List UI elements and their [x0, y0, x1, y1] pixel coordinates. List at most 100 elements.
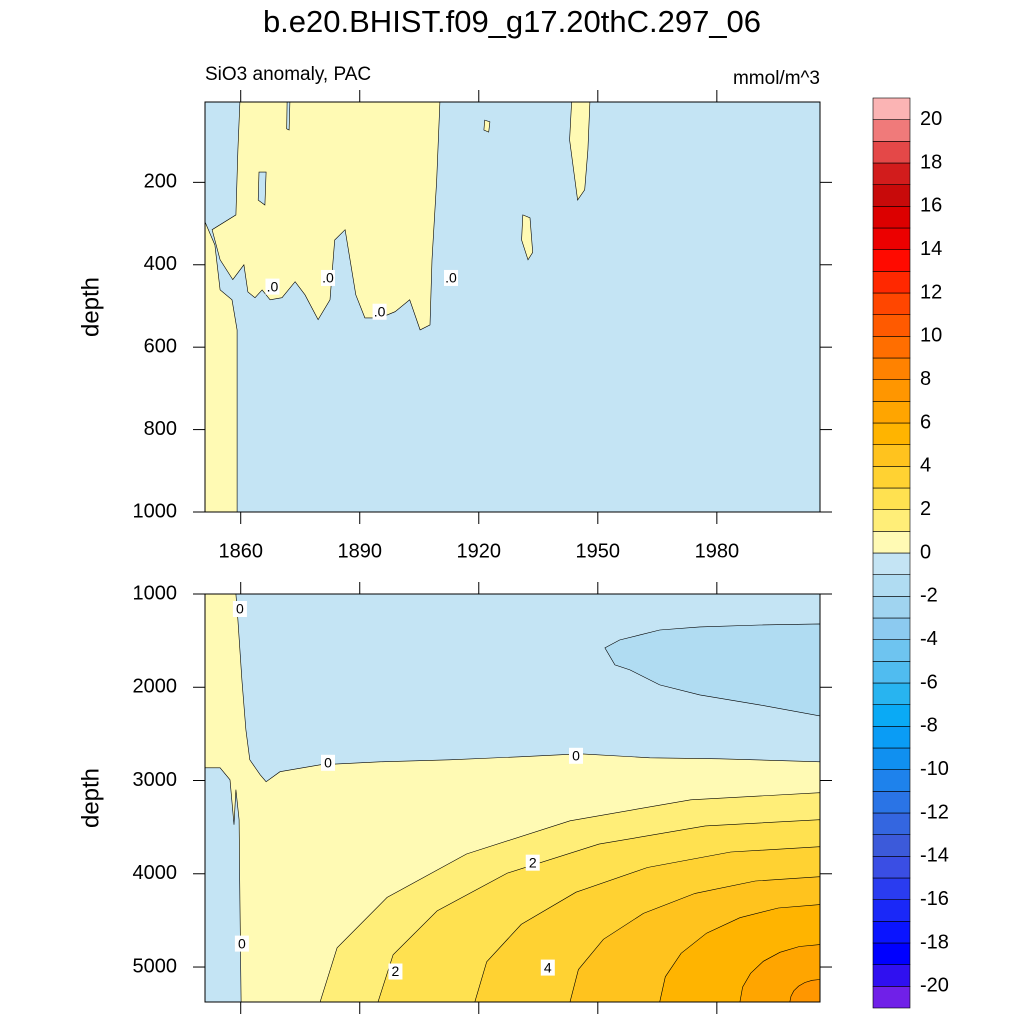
colorbar-tick-label: 12 [920, 281, 942, 303]
colorbar-box [872, 141, 911, 164]
y-tick-label: 5000 [133, 955, 178, 977]
colorbar-box [872, 97, 911, 120]
colorbar-box [872, 682, 911, 705]
colorbar-tick-label: -8 [920, 715, 938, 737]
colorbar-box [872, 704, 911, 727]
plot-area: .0 .0 .0 .0 [205, 102, 820, 512]
y-axis-label: depth [77, 768, 104, 828]
colorbar-tick-label: 10 [920, 325, 942, 347]
contour-label-bg [372, 303, 387, 320]
contour-region [257, 171, 267, 206]
x-tick-label: 1920 [457, 540, 502, 562]
colorbar-tick-label: -10 [920, 758, 949, 780]
x-tick-label: 1980 [695, 540, 740, 562]
colorbar-box [872, 509, 911, 532]
colorbar-tick-label: 0 [920, 541, 931, 563]
colorbar-box [872, 206, 911, 229]
colorbar-tick-label: -14 [920, 845, 949, 867]
colorbar-box [872, 574, 911, 597]
colorbar-tick-label: 14 [920, 238, 942, 260]
contour-region [205, 221, 238, 512]
colorbar-box [872, 769, 911, 792]
contour-region [521, 214, 534, 261]
colorbar-tick-label: -12 [920, 801, 949, 823]
plot-frame [204, 593, 821, 1003]
contour-label-bg [321, 269, 335, 286]
contour-label-bg [321, 754, 335, 771]
colorbar-box [872, 661, 911, 684]
colorbar-box [872, 856, 911, 879]
colorbar-box [872, 401, 911, 424]
colorbar-box [872, 942, 911, 965]
plot-area: 0 0 0 2 0 2 4 [205, 594, 820, 1002]
colorbar-box [872, 877, 911, 900]
colorbar-box [872, 292, 911, 315]
contour-region [569, 102, 591, 201]
colorbar-box [872, 249, 911, 272]
contour-label: 0 [324, 754, 332, 770]
colorbar-tick-label: -6 [920, 671, 938, 693]
y-tick-label: 1000 [133, 500, 178, 522]
colorbar-box [872, 314, 911, 337]
colorbar-box [872, 964, 911, 987]
colorbar-box [872, 639, 911, 662]
colorbar-tick-label: 20 [920, 108, 942, 130]
colorbar-box [872, 747, 911, 770]
y-axis-label: depth [77, 277, 104, 337]
contour-label-bg [234, 935, 249, 952]
y-tick-label: 400 [144, 253, 177, 275]
colorbar-box [872, 531, 911, 554]
contour-label-bg [540, 959, 555, 976]
colorbar-box [872, 336, 911, 359]
colorbar-tick-label: 6 [920, 411, 931, 433]
contour-label: .0 [445, 270, 457, 286]
colorbar-box [872, 986, 911, 1009]
x-tick-label: 1890 [337, 540, 382, 562]
contour-label-bg [265, 278, 280, 295]
units-label: mmol/m^3 [733, 68, 820, 89]
colorbar-box [872, 119, 911, 142]
contour-label-bg [232, 601, 247, 618]
colorbar-box [872, 184, 911, 207]
contour-label: 0 [236, 601, 244, 617]
y-tick-label: 600 [144, 335, 177, 357]
contour-label-bg [388, 963, 403, 980]
contour-label: .0 [267, 278, 279, 294]
colorbar-box [872, 466, 911, 489]
colorbar-box [872, 617, 911, 640]
colorbar-box [872, 422, 911, 445]
y-tick-label: 1000 [133, 582, 178, 604]
y-tick-label: 2000 [133, 676, 178, 698]
colorbar-box [872, 812, 911, 835]
colorbar-tick-label: -2 [920, 585, 938, 607]
contour-label: 4 [544, 959, 552, 975]
colorbar-box [872, 791, 911, 814]
contour-label: 2 [529, 854, 537, 870]
contour-region [483, 119, 491, 133]
colorbar-box [872, 271, 911, 294]
contour-region [604, 623, 820, 717]
colorbar-box [872, 379, 911, 402]
contour-region [789, 979, 820, 1002]
colorbar-tick-label: 18 [920, 151, 942, 173]
y-tick-label: 4000 [133, 862, 178, 884]
contour-label: .0 [374, 303, 386, 319]
colorbar-tick-label: 2 [920, 498, 931, 520]
contour-label-bg [444, 269, 458, 286]
colorbar-tick-label: -18 [920, 931, 949, 953]
colorbar-box [872, 834, 911, 857]
colorbar-box [872, 921, 911, 944]
contour-label-bg [568, 747, 583, 764]
colorbar-box [872, 357, 911, 380]
contour-region [286, 102, 291, 131]
colorbar-tick-label: -16 [920, 888, 949, 910]
y-tick-label: 3000 [133, 769, 178, 791]
colorbar-box [872, 726, 911, 749]
colorbar-box [872, 596, 911, 619]
colorbar-tick-label: -20 [920, 975, 949, 997]
y-tick-label: 200 [144, 171, 177, 193]
colorbar-box [872, 899, 911, 922]
x-tick-label: 1860 [218, 540, 263, 562]
